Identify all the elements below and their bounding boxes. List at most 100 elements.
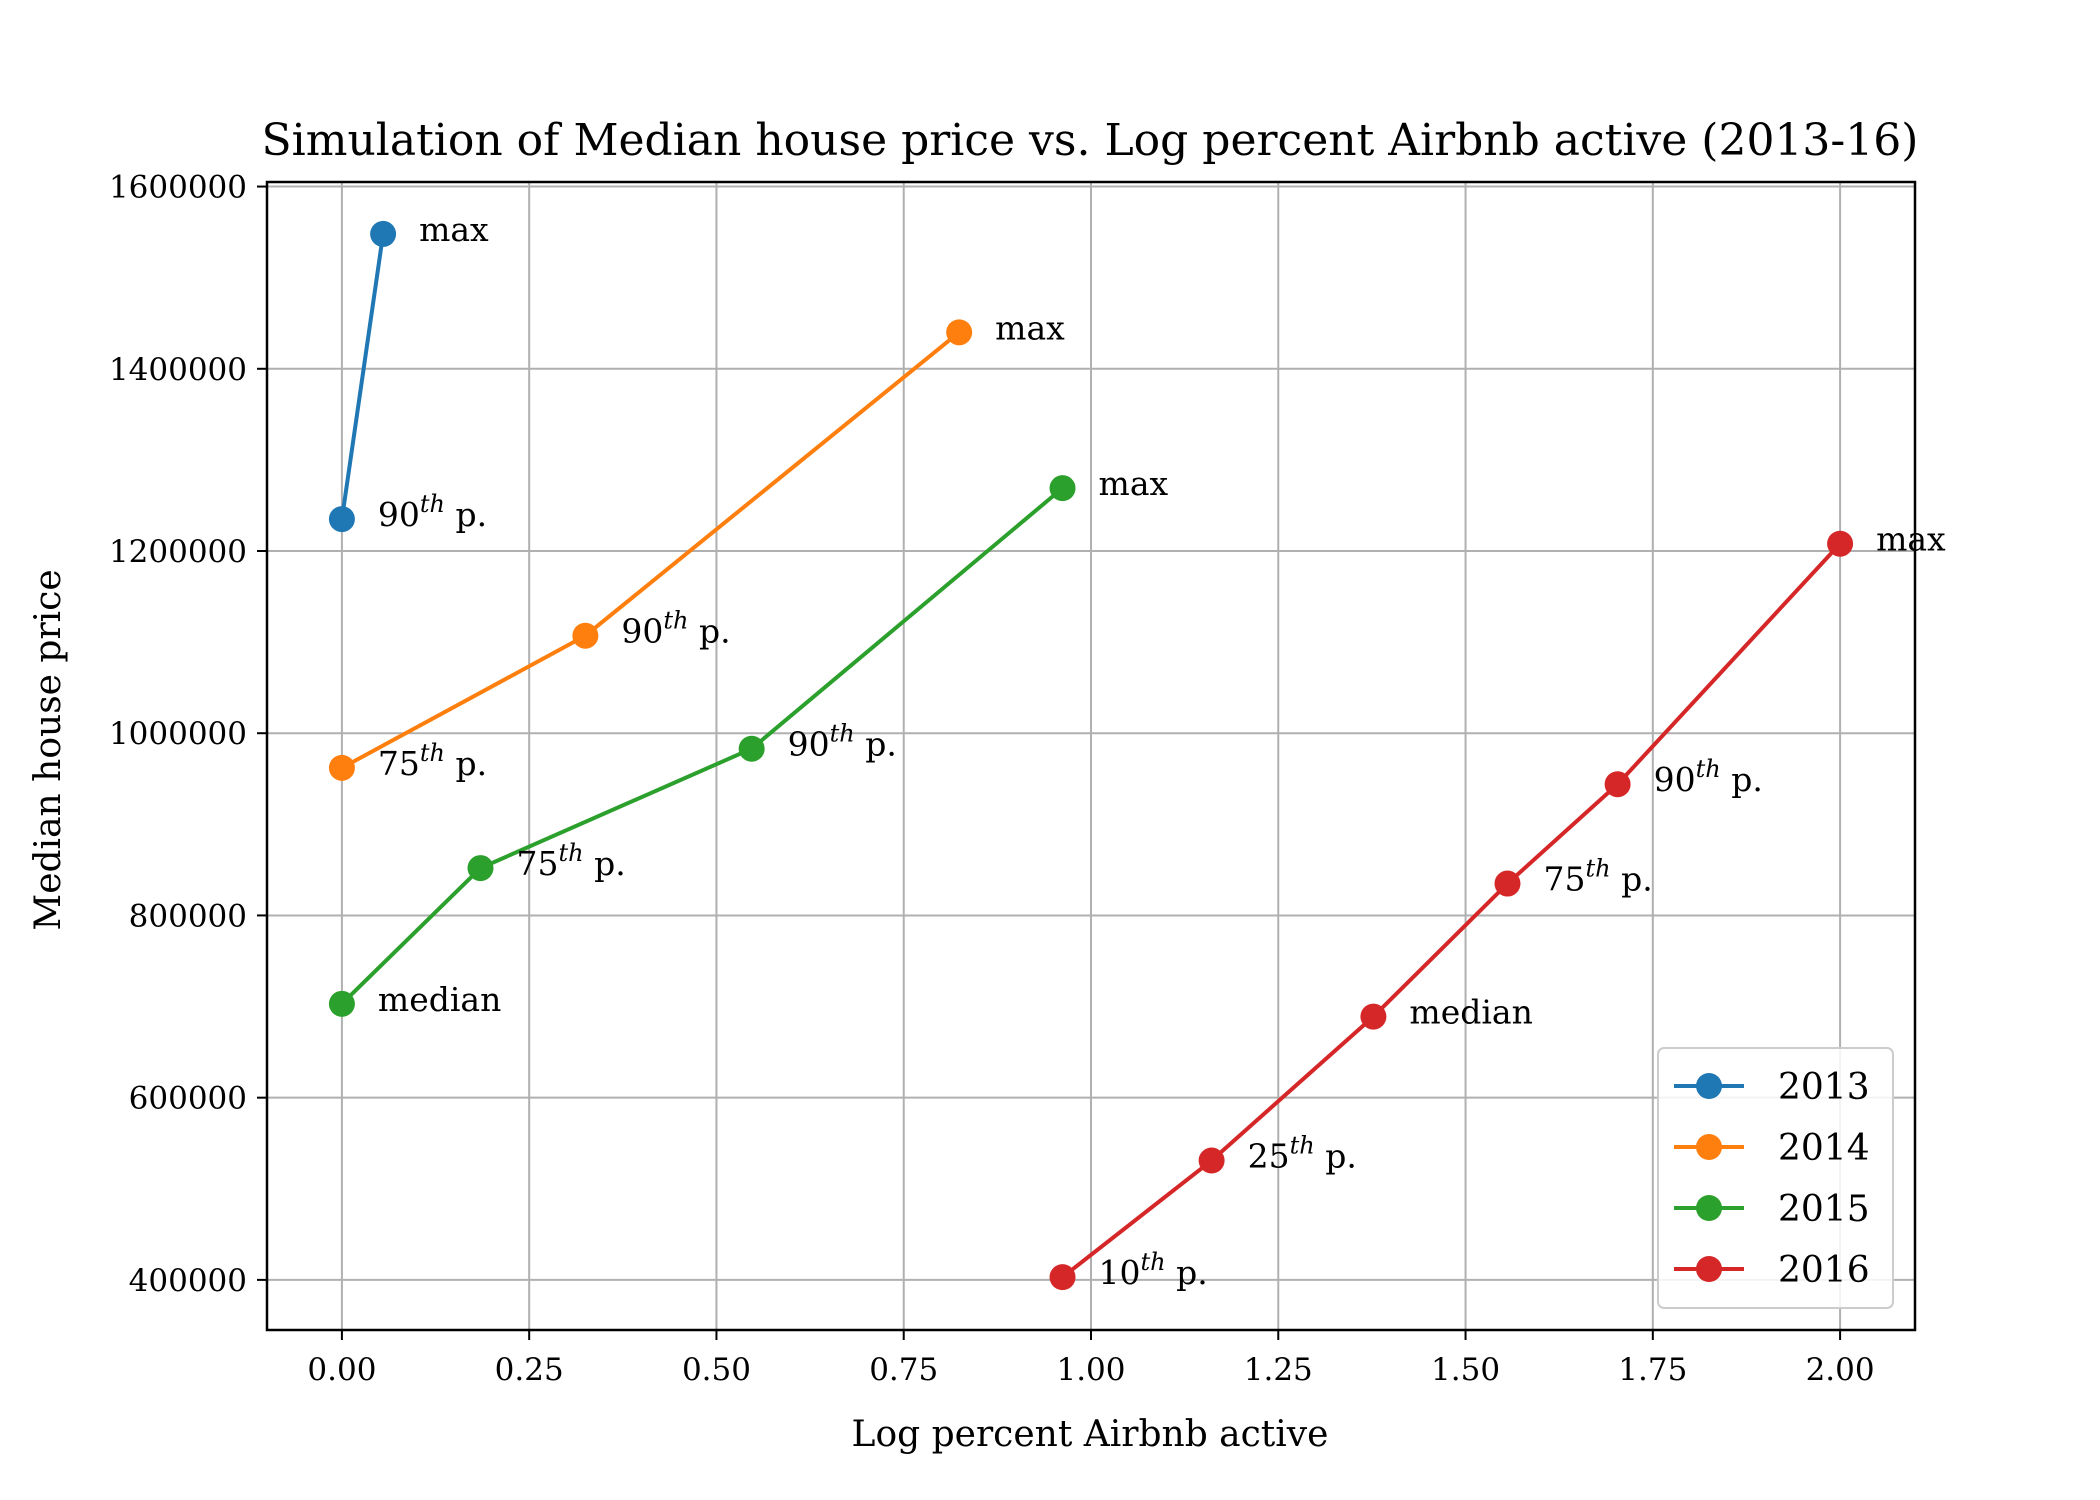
- point-label-suffix: p.: [1611, 860, 1653, 899]
- series-2016: [1049, 530, 1854, 1291]
- point-label: 10th p.: [1099, 1248, 1208, 1292]
- series-2015: [328, 475, 1076, 1017]
- legend-entry: 2013: [1674, 1067, 1870, 1108]
- data-point: [946, 319, 973, 346]
- x-tick-label: 0.00: [307, 1352, 376, 1388]
- point-label-superscript: th: [830, 720, 855, 748]
- point-label: 90th p.: [378, 490, 487, 534]
- y-tick-label: 1000000: [109, 716, 247, 752]
- point-label-text: 90: [621, 612, 663, 651]
- point-label-text: 75: [1543, 860, 1585, 899]
- point-label-suffix: p.: [1721, 760, 1763, 799]
- point-label-text: 10: [1099, 1253, 1141, 1292]
- x-tick-label: 0.50: [682, 1352, 751, 1388]
- data-point: [1827, 530, 1854, 557]
- point-label-text: 90: [378, 495, 420, 534]
- point-label-text: 25: [1248, 1137, 1290, 1176]
- point-label-superscript: th: [663, 607, 688, 635]
- y-tick-label: 600000: [129, 1081, 247, 1117]
- data-point: [572, 622, 599, 649]
- point-label-suffix: p.: [1315, 1137, 1357, 1176]
- legend-marker: [1696, 1195, 1722, 1221]
- point-label: 75th p.: [1543, 855, 1652, 899]
- point-label-suffix: p.: [584, 844, 626, 883]
- legend-label: 2014: [1778, 1128, 1870, 1169]
- y-tick-label: 1400000: [109, 352, 247, 388]
- point-label: median: [378, 980, 501, 1019]
- data-point: [467, 855, 494, 882]
- data-point: [1198, 1147, 1225, 1174]
- point-label-text: 90: [788, 725, 830, 764]
- legend-label: 2016: [1778, 1250, 1870, 1291]
- point-label: max: [1876, 520, 1946, 559]
- data-point: [1494, 870, 1521, 897]
- point-label-suffix: p.: [1166, 1253, 1208, 1292]
- data-point: [328, 990, 355, 1017]
- point-label: 90th p.: [1654, 755, 1763, 799]
- point-label-suffix: p.: [445, 744, 487, 783]
- point-label-superscript: th: [1290, 1132, 1315, 1160]
- x-tick-label: 1.50: [1431, 1352, 1500, 1388]
- point-label: median: [1409, 993, 1532, 1032]
- point-label: 25th p.: [1248, 1132, 1357, 1176]
- point-label: max: [995, 308, 1065, 347]
- point-label: 90th p.: [788, 720, 897, 764]
- point-label-text: max: [995, 308, 1065, 347]
- data-point: [1049, 1264, 1076, 1291]
- x-tick-label: 1.75: [1618, 1352, 1687, 1388]
- point-label: 90th p.: [621, 607, 730, 651]
- y-tick-label: 400000: [129, 1263, 247, 1299]
- x-axis-label: Log percent Airbnb active: [852, 1414, 1329, 1455]
- point-label-superscript: th: [1585, 855, 1610, 883]
- point-label: max: [1099, 464, 1169, 503]
- legend-entry: 2014: [1674, 1128, 1870, 1169]
- point-label-suffix: p.: [855, 725, 897, 764]
- series-2013: [328, 220, 397, 533]
- axis-ticks: 0.00 0.25 0.50 0.75 1.00 1.25 1.50 1.75 2.00 4000…: [109, 170, 1875, 1388]
- point-label-text: max: [419, 210, 489, 249]
- legend-entry: 2015: [1674, 1189, 1870, 1230]
- legend-label: 2013: [1778, 1067, 1870, 1108]
- legend-marker: [1696, 1256, 1722, 1282]
- legend-entry: 2016: [1674, 1250, 1870, 1291]
- x-tick-label: 1.00: [1056, 1352, 1125, 1388]
- series-lines: [328, 220, 1854, 1291]
- data-point: [738, 735, 765, 762]
- data-point: [1360, 1003, 1387, 1030]
- point-label-suffix: p.: [445, 495, 487, 534]
- legend-label: 2015: [1778, 1189, 1870, 1230]
- y-tick-label: 1200000: [109, 534, 247, 570]
- point-label-superscript: th: [420, 739, 445, 767]
- point-label-text: median: [1409, 993, 1532, 1032]
- data-point: [370, 220, 397, 247]
- y-tick-label: 1600000: [109, 170, 247, 206]
- point-label-text: 75: [516, 844, 558, 883]
- legend: 2013 2014 2015 2016: [1657, 1047, 1894, 1309]
- point-label-text: 90: [1654, 760, 1696, 799]
- series-line-2015: [340, 486, 1064, 1006]
- series-line-2013: [339, 233, 386, 520]
- data-point: [1604, 771, 1631, 798]
- x-tick-label: 1.25: [1244, 1352, 1313, 1388]
- series-line-2016: [1061, 542, 1842, 1279]
- point-label-text: max: [1876, 520, 1946, 559]
- point-label-superscript: th: [558, 839, 583, 867]
- data-point: [328, 754, 355, 781]
- point-label-superscript: th: [1696, 755, 1721, 783]
- x-tick-label: 0.25: [495, 1352, 564, 1388]
- data-point: [328, 506, 355, 533]
- y-axis-label: Median house price: [28, 569, 69, 930]
- legend-marker: [1696, 1073, 1722, 1099]
- legend-box: [1657, 1047, 1894, 1309]
- legend-marker: [1696, 1134, 1722, 1160]
- x-tick-label: 2.00: [1806, 1352, 1875, 1388]
- point-label-superscript: th: [1141, 1248, 1166, 1276]
- point-label-text: median: [378, 980, 501, 1019]
- point-label: 75th p.: [516, 839, 625, 883]
- point-label-superscript: th: [420, 490, 445, 518]
- point-label-text: max: [1099, 464, 1169, 503]
- data-point: [1049, 475, 1076, 502]
- series-2014: [328, 319, 973, 781]
